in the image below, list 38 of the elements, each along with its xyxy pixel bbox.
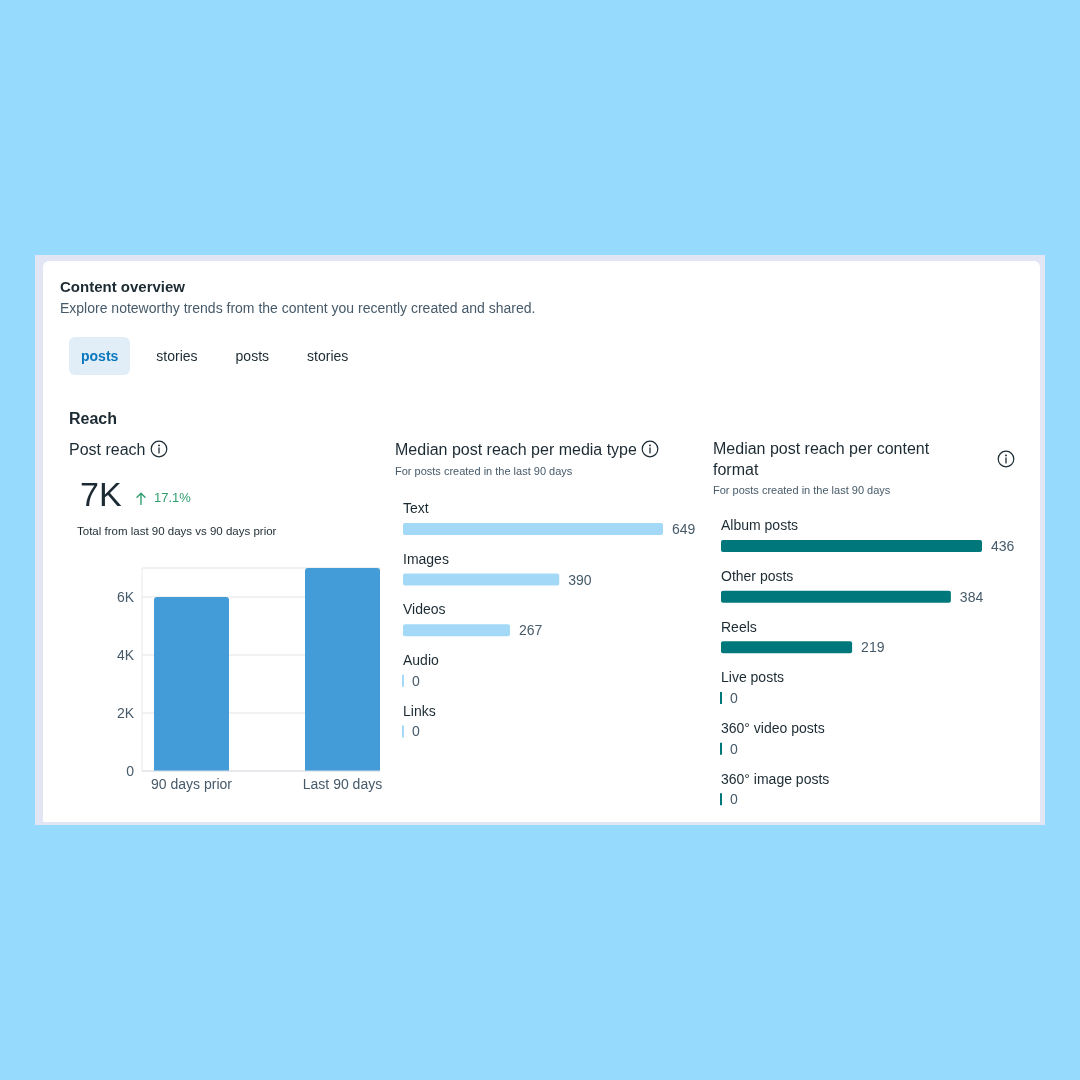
y-tick-label: Audio (403, 652, 440, 668)
y-tick-label: Links (403, 702, 436, 719)
y-tick-label: Album posts (721, 517, 799, 534)
y-tick-label: Text (403, 500, 429, 517)
x-tick-label: 90 days prior (151, 775, 233, 792)
text: Total from last 90 days vs 90 days prior (77, 525, 277, 537)
chart-title: Post reach (69, 441, 146, 458)
y-tick-label: Images (403, 550, 449, 567)
y-tick-label: 0 (126, 762, 135, 779)
chart-subtitle: For posts created in the last 90 days (395, 465, 573, 477)
y-tick-label: Videos (403, 601, 446, 618)
data-label: 649 (672, 520, 696, 537)
x-tick-label: Last 90 days (302, 775, 383, 792)
y-tick-label: Other posts (721, 567, 794, 584)
data-label: 390 (568, 571, 592, 588)
text: Reach (69, 410, 118, 427)
y-tick-label: Reels (721, 618, 757, 635)
chart-title: Median post reach per media type (395, 441, 637, 458)
text: 17.1% (154, 490, 191, 505)
text: stories (307, 348, 349, 364)
y-tick-label: 4K (116, 646, 135, 663)
y-tick-label: 360° image posts (721, 770, 830, 787)
y-tick-label: 6K (116, 588, 135, 605)
y-tick-label: 360° video posts (721, 719, 825, 736)
data-label: 436 (991, 537, 1015, 554)
chart-subtitle: For posts created in the last 90 days (713, 484, 891, 496)
y-tick-label: 2K (116, 704, 135, 721)
data-label: 219 (861, 639, 885, 656)
text: Explore noteworthy trends from the content you recently created and shared. (60, 300, 536, 316)
text: posts (235, 348, 270, 364)
data-label: 267 (518, 622, 543, 639)
data-label: 384 (959, 588, 984, 605)
text: 7K (80, 475, 122, 513)
selected-tab: posts (69, 337, 131, 375)
text: stories (156, 348, 198, 364)
chart-title: Median post reach per content format (713, 440, 930, 478)
y-tick-label: Live posts (721, 669, 785, 686)
text: Content overview (60, 278, 186, 295)
